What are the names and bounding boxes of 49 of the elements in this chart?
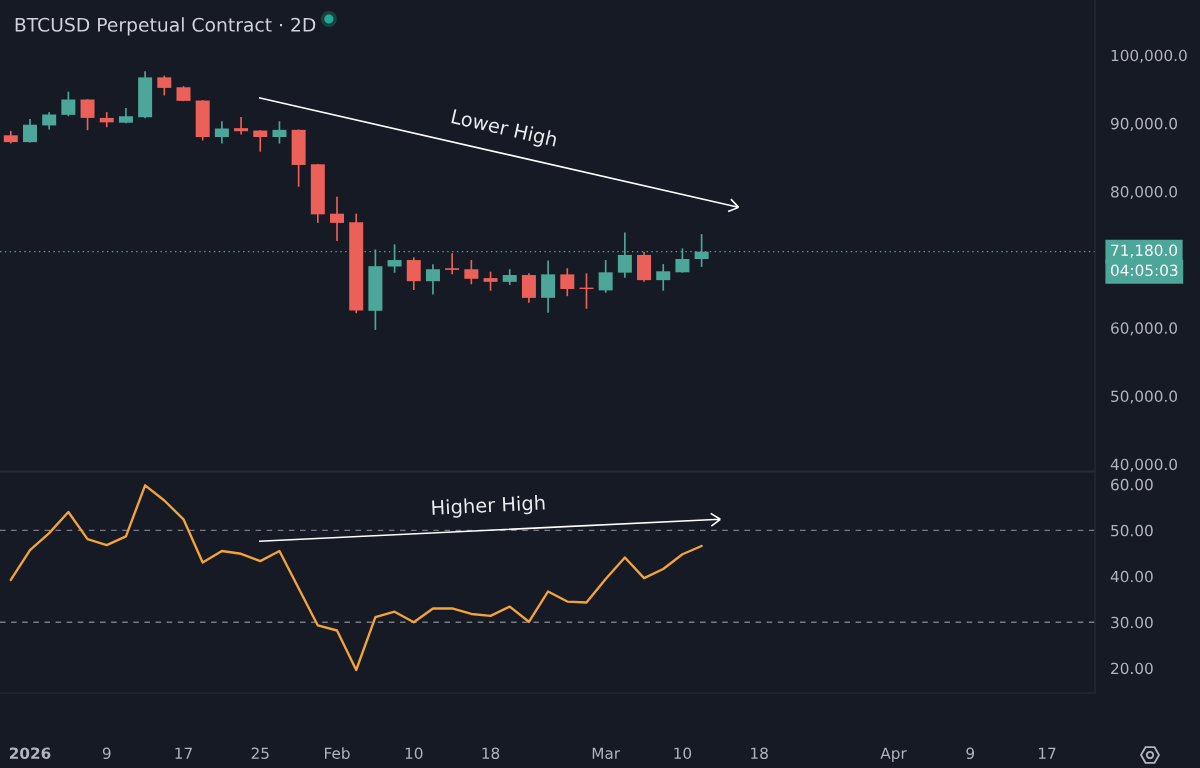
y-tick-label: 20.00 xyxy=(1111,662,1153,675)
candlestick xyxy=(330,195,345,242)
candlestick xyxy=(406,256,421,291)
candlestick xyxy=(560,267,575,297)
y-tick-label: 40,000.0 xyxy=(1110,458,1178,472)
x-tick-label: 9 xyxy=(966,747,975,759)
x-tick-label: 17 xyxy=(175,747,192,759)
y-tick-label: 40.00 xyxy=(1110,570,1153,583)
y-tick-label: 60,000.0 xyxy=(1111,322,1178,336)
x-tick-label: 18 xyxy=(751,747,768,759)
x-tick-label: Apr xyxy=(880,747,907,762)
x-tick-label: 2026 xyxy=(9,747,51,759)
y-tick-label: 50,000.0 xyxy=(1111,390,1178,404)
candlestick xyxy=(656,263,671,292)
y-tick-label: 100,000.0 xyxy=(1111,49,1187,63)
x-tick-label: 18 xyxy=(482,747,500,759)
candlestick xyxy=(598,259,613,294)
annotation: Lower High xyxy=(450,108,558,151)
candlestick xyxy=(234,116,249,136)
candlestick xyxy=(483,270,498,292)
x-tick-label: 10 xyxy=(674,747,692,759)
annotation: Higher High xyxy=(432,494,545,519)
candlestick xyxy=(157,74,172,97)
x-tick-label: 9 xyxy=(102,747,111,759)
candlestick xyxy=(61,90,76,118)
y-tick-label: 90,000.0 xyxy=(1110,117,1178,131)
y-tick-label: 60.00 xyxy=(1111,478,1153,491)
text: BTCUSD Perpetual Contract · 2D xyxy=(15,17,316,36)
y-tick-label: 80,000.0 xyxy=(1111,186,1178,200)
candlestick xyxy=(425,263,440,296)
candlestick xyxy=(272,120,287,145)
candlestick xyxy=(80,98,95,132)
y-tick-label: 30.00 xyxy=(1111,616,1153,629)
candlestick xyxy=(214,120,229,145)
candlestick xyxy=(445,252,460,276)
x-tick-label: 25 xyxy=(251,747,269,759)
x-tick-label: 17 xyxy=(1038,747,1056,759)
line-series xyxy=(9,484,703,672)
ref-line-label: 71,180.0 xyxy=(1111,244,1178,258)
candlestick xyxy=(253,129,268,153)
x-tick-label: 10 xyxy=(405,747,423,759)
text: 04:05:03 xyxy=(1111,264,1178,277)
x-tick-label: Mar xyxy=(592,747,621,759)
candlestick xyxy=(541,259,556,314)
x-tick-label: Feb xyxy=(324,747,350,759)
candlestick xyxy=(464,259,479,286)
candlestick xyxy=(387,243,402,274)
candlestick xyxy=(521,272,536,304)
y-tick-label: 50.00 xyxy=(1111,524,1153,537)
